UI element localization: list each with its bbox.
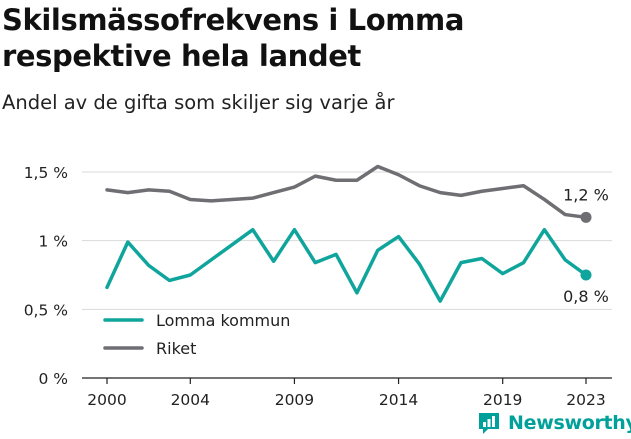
newsworthy-logo-icon (479, 413, 499, 434)
chart-subtitle: Andel av de gifta som skiljer sig varje … (2, 91, 395, 114)
x-tick-label: 2009 (275, 391, 314, 409)
x-tick-label: 2004 (171, 391, 210, 409)
series-end-point (580, 269, 592, 281)
series-end-point (580, 211, 592, 223)
y-tick-label: 0,5 % (24, 301, 68, 319)
series-line-lomma (105, 227, 588, 303)
y-tick-label: 0 % (38, 370, 68, 388)
x-tick-label: 2019 (483, 391, 522, 409)
legend-label: Lomma kommun (156, 311, 290, 330)
x-tick-label: 2023 (566, 391, 605, 409)
x-tick-label: 2000 (87, 391, 126, 409)
y-tick-label: 1,5 % (24, 164, 68, 182)
y-tick-label: 1 % (38, 233, 68, 251)
axes: 0 % 0,5 % 1 % 1,5 % 2000 2004 2009 2014 2019 2023 (24, 164, 612, 409)
data-labels: 0,8 % 1,2 % (563, 185, 609, 306)
grid-lines (82, 171, 612, 310)
end-value-label: 0,8 % (563, 287, 609, 306)
brand-name: Newsworthy (508, 412, 631, 434)
x-tick-label: 2014 (379, 391, 418, 409)
series-lines (105, 164, 592, 303)
end-value-label: 1,2 % (563, 185, 609, 204)
legend: Lomma kommun Riket (103, 311, 290, 358)
brand-logo: Newsworthy (476, 408, 631, 438)
legend-label: Riket (156, 339, 196, 358)
series-line-riket (105, 164, 588, 220)
chart-title: Skilsmässofrekvens i Lomma respektive he… (2, 3, 465, 73)
